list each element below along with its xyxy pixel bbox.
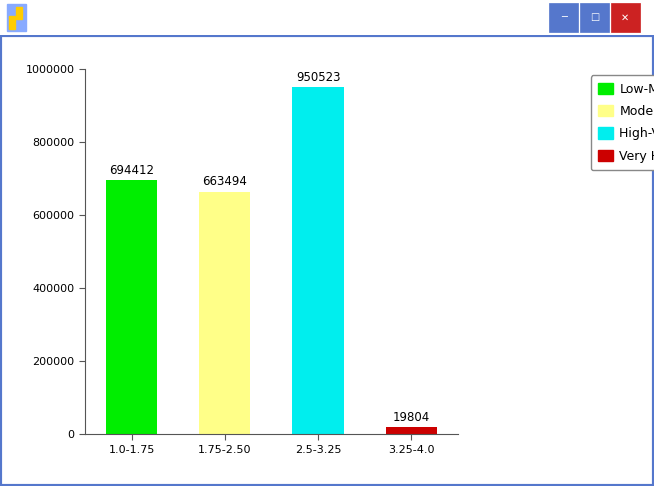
Bar [292,87,343,434]
Text: 694412: 694412 [109,164,154,177]
Bar [106,180,157,434]
Bar [386,427,437,434]
Bar [580,3,609,32]
Text: Graph of Final cost layer: Graph of Final cost layer [33,11,217,24]
Bar [199,192,250,434]
Text: 950523: 950523 [296,70,340,84]
Text: ✕: ✕ [621,13,629,22]
Bar [549,3,578,32]
Text: 663494: 663494 [202,175,247,189]
Text: ─: ─ [561,13,566,22]
Bar [9,17,15,29]
Bar [7,4,26,31]
Legend: Low-Moderate, Moderate-High, High-Very High, Very High: Low-Moderate, Moderate-High, High-Very H… [591,75,654,170]
Bar [16,7,22,19]
Bar [611,3,640,32]
Text: □: □ [590,13,599,22]
Text: 19804: 19804 [392,411,430,424]
